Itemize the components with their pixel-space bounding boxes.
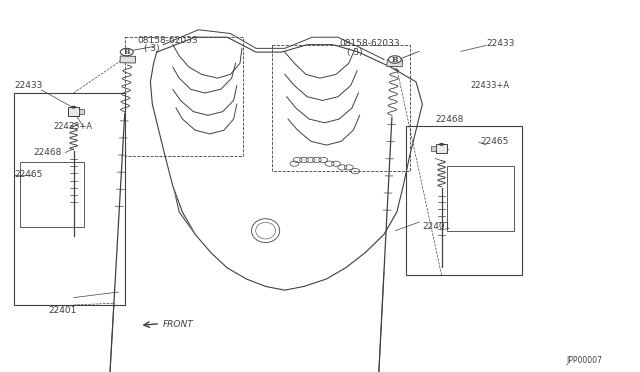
Circle shape xyxy=(388,56,401,63)
Circle shape xyxy=(120,48,133,56)
Text: 22401: 22401 xyxy=(49,306,77,315)
Text: 08158-62033: 08158-62033 xyxy=(138,36,198,45)
Bar xyxy=(436,144,447,153)
Text: 22465: 22465 xyxy=(480,137,508,146)
Bar xyxy=(431,146,436,151)
Bar xyxy=(20,162,84,227)
Bar xyxy=(79,109,84,114)
Text: 22433: 22433 xyxy=(486,39,515,48)
Circle shape xyxy=(439,143,444,146)
Bar xyxy=(14,93,125,305)
Text: 22433+A: 22433+A xyxy=(53,122,92,131)
Text: FRONT: FRONT xyxy=(163,320,194,329)
Text: 08158-62033: 08158-62033 xyxy=(339,39,400,48)
Text: ( 3): ( 3) xyxy=(144,44,159,53)
Text: 22468: 22468 xyxy=(435,115,463,124)
Text: 22465: 22465 xyxy=(14,170,42,179)
Text: JPP00007: JPP00007 xyxy=(566,356,602,365)
Bar xyxy=(68,107,79,116)
Text: ( 3): ( 3) xyxy=(347,48,362,57)
Text: B: B xyxy=(124,48,130,56)
Polygon shape xyxy=(166,156,403,283)
Polygon shape xyxy=(150,37,422,290)
Text: B: B xyxy=(392,55,398,64)
Polygon shape xyxy=(120,56,136,63)
Bar xyxy=(447,166,514,231)
Text: 22468: 22468 xyxy=(33,148,61,157)
Polygon shape xyxy=(387,60,403,67)
Bar xyxy=(406,126,522,275)
Text: 22433+A: 22433+A xyxy=(470,81,509,90)
Text: 22433: 22433 xyxy=(14,81,42,90)
Circle shape xyxy=(71,106,76,109)
Text: 22401: 22401 xyxy=(422,222,451,231)
